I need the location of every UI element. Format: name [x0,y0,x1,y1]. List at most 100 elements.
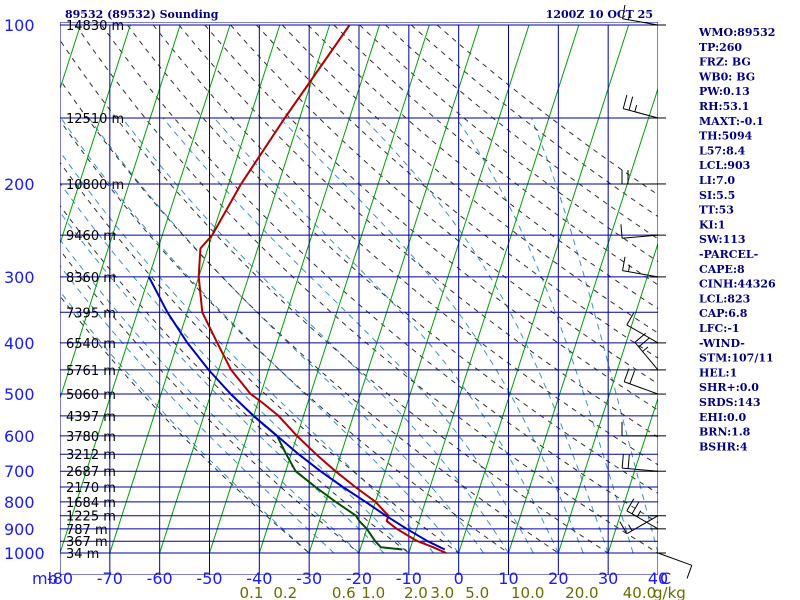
index-item: LFC:-1 [699,322,740,335]
index-item: SI:5.5 [699,189,735,202]
index-item: MAXT:-0.1 [699,115,764,128]
index-item: BRN:1.8 [699,426,751,439]
height-label: 4397 m [66,410,116,425]
height-label: 8360 m [66,271,116,286]
isotherm [159,24,331,554]
height-label: 34 m [66,547,99,562]
index-item: L57:8.4 [699,144,746,157]
index-item: WB0: BG [698,70,755,83]
moist-adiabat [279,117,584,554]
index-item: TT:53 [699,204,734,217]
pressure-tick-label: 200 [4,175,35,194]
pressure-tick-label: 900 [4,520,35,539]
pressure-tick-label: 700 [4,462,35,481]
index-item: STM:107/11 [699,352,774,365]
height-label: 2687 m [66,465,116,480]
index-item: SW:113 [699,233,746,246]
mixing-ratio-label: 0.1 [240,584,264,600]
height-label: 12510 m [66,112,124,127]
index-item: -WIND- [699,337,745,350]
pressure-tick-label: 800 [4,493,35,512]
mixing-ratio-label: 3.0 [430,584,454,600]
wind-barb [621,421,666,437]
parcel-profile [148,276,446,551]
index-item: PW:0.13 [699,85,750,98]
height-label: 2170 m [66,481,116,496]
height-label: 6540 m [66,337,116,352]
moist-adiabat [363,117,609,554]
height-label: 787 m [66,523,108,538]
index-item: CAP:6.8 [699,307,748,320]
moist-adiabat [213,117,559,554]
wind-barb [622,256,666,278]
index-item: SHR+:0.0 [699,381,759,394]
temperature-profile [197,24,447,554]
index-item: LCL:823 [699,292,750,305]
moist-adiabat [121,117,509,554]
pressure-tick-label: 300 [4,268,35,287]
wind-barb [619,515,666,535]
temperature-tick-label: 20 [548,569,568,588]
pressure-tick-label: 100 [4,16,35,35]
isotherm [557,241,658,554]
moist-adiabat [530,117,658,554]
height-label: 367 m [66,535,108,550]
isotherm [209,24,380,554]
index-item: SRDS:143 [699,396,761,409]
height-label: 5060 m [66,388,116,403]
wind-barb [626,312,666,344]
temperature-tick-label: -60 [147,569,173,588]
mixing-ratio-label: 0.6 [332,584,356,600]
pressure-tick-label: 600 [4,427,35,446]
pressure-unit-label: mb [32,569,58,588]
isotherm [60,24,231,554]
height-label: 10800 m [66,178,124,193]
pressure-tick-label: 400 [4,334,35,353]
index-item: LI:7.0 [699,174,735,187]
moist-adiabat [60,182,410,554]
index-item: EHI:0.0 [699,411,746,424]
index-item: CINH:44326 [699,278,776,291]
moist-adiabat [60,150,435,554]
temperature-tick-label: -40 [246,569,272,588]
moist-adiabat [60,211,385,554]
wind-barb [621,454,666,472]
wind-barb [620,224,666,239]
index-item: -PARCEL- [699,248,758,261]
temperature-tick-label: 40 [648,569,668,588]
index-item: WMO:89532 [698,26,775,39]
index-item: BSHR:4 [699,440,748,453]
index-item: LCL:903 [699,159,750,172]
temperature-tick-label: -10 [396,569,422,588]
temperature-tick-label: 0 [454,569,464,588]
isotherm [458,24,630,554]
temperature-unit-label: C [660,569,671,588]
isotherm [308,24,480,554]
wind-barb [623,368,666,395]
mixing-ratio-unit-label: g/kg [653,584,686,600]
temperature-tick-label: -70 [97,569,123,588]
height-label: 3212 m [66,448,116,463]
wind-barb [634,332,666,371]
height-label: 1225 m [66,510,116,525]
pressure-tick-label: 1000 [4,544,45,563]
height-label: 5761 m [66,364,116,379]
height-label: 9460 m [66,229,116,244]
index-item: FRZ: BG [699,56,751,69]
isotherm [358,24,530,554]
isotherm [607,396,658,554]
index-item: TH:5094 [699,130,753,143]
index-item: CAPE:8 [699,263,745,276]
mixing-ratio-label: 20.0 [565,584,598,600]
index-item: HEL:1 [699,366,737,379]
isotherm [508,87,658,554]
mixing-ratio-label: 40.0 [623,584,656,600]
sounding-time: 1200Z 10 OCT 25 [546,8,653,21]
isotherm [60,24,131,246]
mixing-ratio-label: 2.0 [404,584,428,600]
height-label: 3780 m [66,430,116,445]
mixing-ratio-label: 1.0 [361,584,385,600]
temperature-tick-label: 10 [498,569,518,588]
